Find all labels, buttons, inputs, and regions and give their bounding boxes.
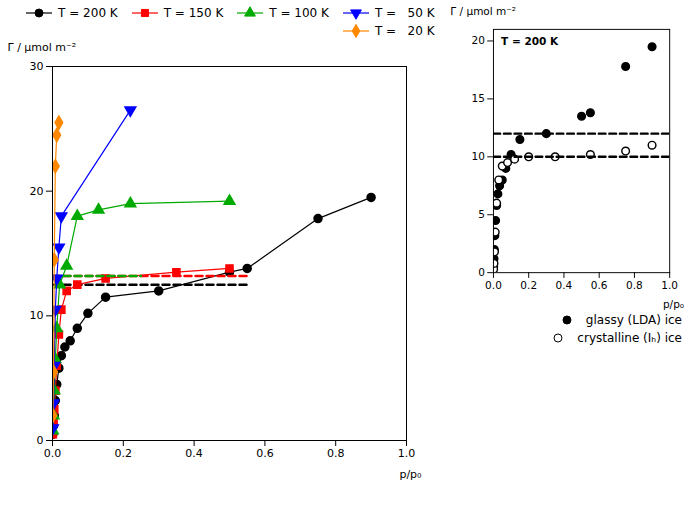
svg-text:30: 30: [30, 60, 44, 73]
svg-text:p/p₀: p/p₀: [662, 298, 683, 310]
svg-text:0.6: 0.6: [256, 447, 274, 460]
html-text:glassy (LDA) ice: glassy (LDA) ice: [585, 312, 682, 327]
svg-text:0.0: 0.0: [485, 279, 502, 291]
svg-text:0.4: 0.4: [555, 279, 572, 291]
html-text:T = 200 K: T = 200 K: [58, 6, 118, 20]
svg-text:20: 20: [471, 34, 484, 46]
svg-text:1.0: 1.0: [398, 447, 416, 460]
svg-text:0.8: 0.8: [626, 279, 643, 291]
svg-text:1.0: 1.0: [661, 279, 678, 291]
html-text:T = 150 K: T = 150 K: [163, 6, 224, 20]
svg-text:20: 20: [30, 185, 44, 198]
svg-text:0.8: 0.8: [327, 447, 345, 460]
svg-text:0: 0: [37, 434, 44, 447]
html-text:T = 20 K: T = 20 K: [374, 24, 435, 38]
html-text:T = 100 K: T = 100 K: [269, 6, 329, 20]
svg-text:10: 10: [471, 150, 484, 162]
svg-text:Γ / μmol m⁻²: Γ / μmol m⁻²: [8, 41, 77, 54]
svg-text:p/p₀: p/p₀: [399, 468, 422, 481]
html-text:crystalline (Iₕ) ice: crystalline (Iₕ) ice: [577, 330, 682, 345]
svg-text:0.2: 0.2: [520, 279, 537, 291]
svg-text:10: 10: [30, 309, 44, 322]
svg-text:Γ / μmol m⁻²: Γ / μmol m⁻²: [450, 5, 516, 17]
svg-text:0: 0: [478, 266, 485, 278]
svg-text:0.0: 0.0: [44, 447, 62, 460]
html-text:T = 50 K: T = 50 K: [374, 6, 435, 20]
svg-text:0.2: 0.2: [115, 447, 133, 460]
svg-text:0.6: 0.6: [590, 279, 607, 291]
svg-text:15: 15: [471, 92, 484, 104]
svg-text:0.4: 0.4: [185, 447, 203, 460]
svg-text:5: 5: [478, 208, 485, 220]
svg-text:T = 200 K: T = 200 K: [501, 35, 559, 47]
